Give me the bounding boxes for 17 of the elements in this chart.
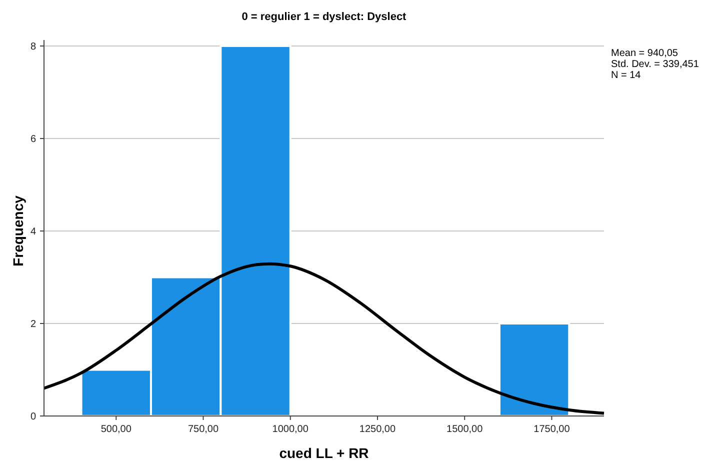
x-tick-label: 1250,00 [359, 424, 396, 435]
y-axis-title: Frequency [10, 195, 26, 266]
chart-title: 0 = regulier 1 = dyslect: Dyslect [242, 11, 407, 23]
x-axis-title: cued LL + RR [279, 445, 369, 461]
text: Std. Dev. = 339,451 [611, 59, 700, 70]
y-tick-label: 8 [30, 42, 36, 52]
x-tick-label: 500,00 [100, 424, 132, 435]
x-tick-label: 1000,00 [272, 424, 309, 435]
text: Mean = 940,05 [611, 48, 678, 59]
x-tick-label: 1500,00 [446, 424, 484, 435]
y-tick-label: 0 [30, 412, 36, 422]
y-tick-label: 6 [30, 134, 36, 145]
x-tick-label: 750,00 [188, 424, 219, 435]
x-tick-label: 1750,00 [534, 424, 570, 435]
y-tick-label: 4 [30, 226, 36, 238]
text: N = 14 [611, 70, 642, 81]
y-tick-label: 2 [30, 319, 36, 330]
